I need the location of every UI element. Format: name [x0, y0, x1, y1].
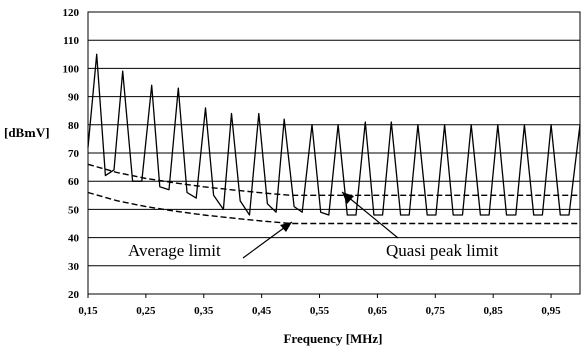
y-axis-label-suffix: V] — [36, 125, 50, 140]
y-tick-labels: 20 30 40 50 60 70 80 90 100 110 120 — [63, 7, 80, 301]
quasi-peak-limit-label: Quasi peak limit — [386, 241, 499, 260]
x-tick-label: 0,75 — [426, 305, 446, 317]
x-tick-labels: 0,15 0,25 0,35 0,45 0,55 0,65 0,75 0,85 0,95 — [78, 294, 561, 317]
average-limit-arrowhead — [280, 222, 292, 232]
x-tick-label: 0,35 — [194, 305, 214, 317]
y-tick-label: 120 — [63, 7, 80, 19]
y-tick-label: 70 — [68, 148, 80, 160]
quasi-peak-limit-arrow — [341, 191, 399, 239]
x-tick-label: 0,65 — [368, 305, 388, 317]
y-tick-label: 50 — [68, 204, 80, 216]
y-tick-label: 20 — [68, 289, 80, 301]
y-tick-label: 80 — [68, 120, 80, 132]
x-tick-label: 0,15 — [78, 305, 98, 317]
quasi-peak-limit-arrowhead — [342, 192, 354, 204]
x-tick-label: 0,55 — [310, 305, 330, 317]
y-tick-label: 60 — [68, 176, 80, 188]
y-axis-label-prefix: [dB — [4, 125, 25, 140]
y-tick-label: 110 — [63, 35, 79, 47]
x-axis-label: Frequency [MHz] — [283, 331, 382, 346]
y-tick-label: 30 — [68, 261, 80, 273]
quasi-peak-limit-line — [87, 163, 580, 196]
x-tick-label: 0,95 — [541, 305, 561, 317]
x-tick-label: 0,85 — [484, 305, 504, 317]
y-tick-label: 40 — [68, 233, 80, 245]
series-group — [87, 53, 581, 225]
y-tick-label: 100 — [63, 63, 80, 75]
y-axis-label-mu: m — [24, 127, 36, 140]
x-tick-label: 0,45 — [252, 305, 272, 317]
x-tick-label: 0,25 — [136, 305, 156, 317]
measured-signal-line — [87, 53, 581, 216]
y-tick-label: 90 — [68, 92, 80, 104]
average-limit-label: Average limit — [128, 241, 221, 260]
annotations: Average limit Quasi peak limit — [128, 191, 499, 260]
y-axis-label: [dBmV] — [4, 125, 50, 140]
average-limit-line — [87, 191, 580, 225]
plot-frame — [87, 11, 581, 295]
